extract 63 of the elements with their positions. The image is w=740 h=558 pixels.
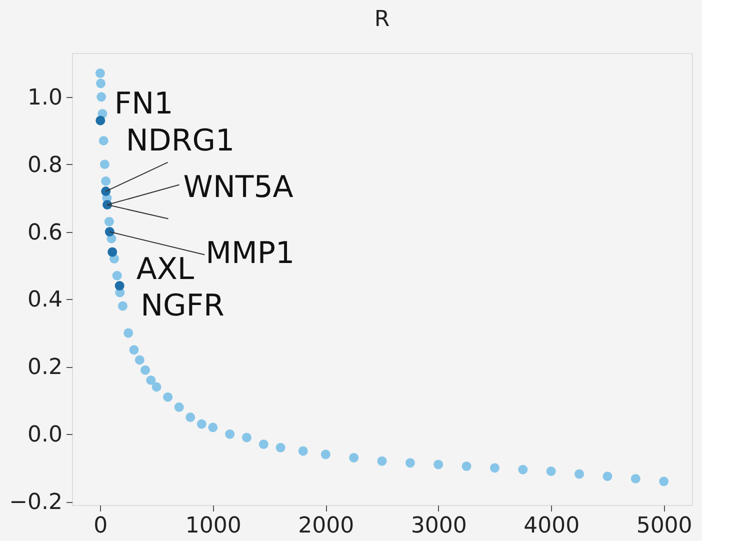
x-tick-label: 3000 <box>410 514 467 538</box>
point <box>95 68 105 78</box>
point <box>100 160 110 170</box>
point <box>108 247 118 257</box>
y-tick-label: 0.2 <box>28 355 62 380</box>
annotation: AXL <box>136 252 194 288</box>
annotation: MMP1 <box>206 236 295 271</box>
point <box>320 450 330 460</box>
point <box>118 301 128 311</box>
point <box>434 460 444 470</box>
point <box>196 419 206 429</box>
point <box>101 176 111 186</box>
point <box>242 432 252 442</box>
chart-title: R <box>374 7 390 32</box>
x-tick-label: 1000 <box>185 514 242 538</box>
point <box>602 472 612 482</box>
point <box>146 375 156 385</box>
point <box>225 429 235 439</box>
point <box>276 442 286 452</box>
point <box>377 456 387 466</box>
point <box>96 78 106 88</box>
x-tick-label: 0 <box>94 514 108 538</box>
point <box>258 440 268 450</box>
annotation: NDRG1 <box>126 123 235 158</box>
point <box>405 458 415 468</box>
point <box>298 446 308 456</box>
point <box>208 422 218 432</box>
x-tick-label: 5000 <box>636 514 692 538</box>
point <box>104 216 114 226</box>
point <box>112 270 122 280</box>
point <box>134 355 144 365</box>
point <box>140 365 150 375</box>
point <box>96 116 106 126</box>
point <box>546 466 556 476</box>
point <box>349 453 359 463</box>
point <box>114 281 124 290</box>
point <box>129 345 139 355</box>
y-tick-label: −0.2 <box>9 490 62 516</box>
point <box>98 136 108 146</box>
point <box>659 476 669 486</box>
annotation: NGFR <box>140 288 224 324</box>
annotation: FN1 <box>114 86 174 122</box>
point <box>574 469 584 479</box>
annotation: WNT5A <box>183 170 294 205</box>
point <box>152 382 162 392</box>
y-tick-label: 0.0 <box>28 422 62 448</box>
point <box>490 463 500 473</box>
point <box>124 328 134 338</box>
point <box>163 392 173 402</box>
point <box>104 227 114 237</box>
x-tick-label: 2000 <box>298 514 354 538</box>
y-tick-label: 1.0 <box>28 85 62 110</box>
y-tick-label: 0.6 <box>28 220 62 246</box>
x-tick-label: 4000 <box>524 514 580 538</box>
point <box>630 474 640 484</box>
point <box>518 464 528 474</box>
point <box>96 92 106 102</box>
point <box>174 402 184 412</box>
point <box>101 186 111 196</box>
y-tick-label: 0.4 <box>28 288 62 313</box>
point <box>462 461 472 471</box>
point <box>186 412 196 422</box>
y-tick-label: 0.8 <box>28 152 62 178</box>
